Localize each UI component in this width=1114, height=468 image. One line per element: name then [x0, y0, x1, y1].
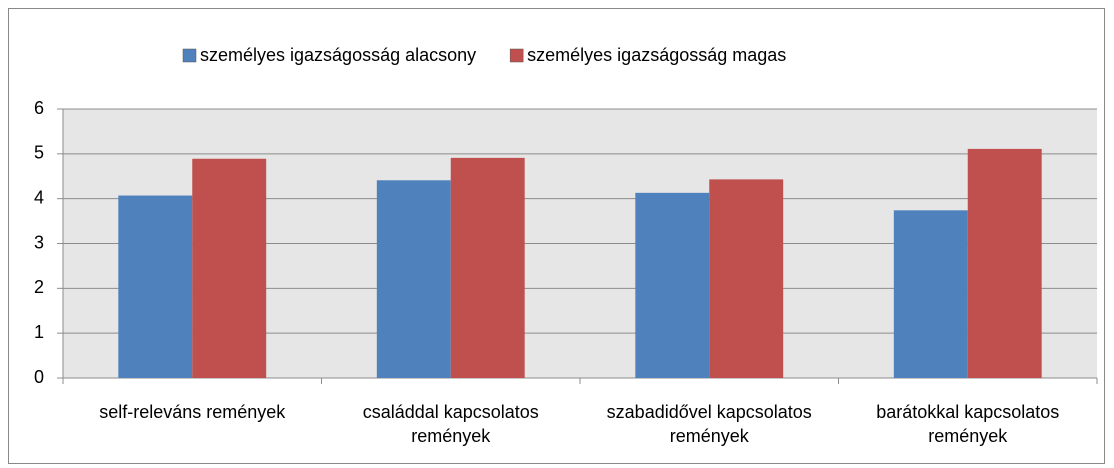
legend-label: személyes igazságosság alacsony [200, 45, 476, 65]
y-tick-label: 1 [34, 322, 44, 342]
bar [118, 195, 193, 378]
x-tick-label: családdal kapcsolatos remények [362, 402, 539, 446]
legend-swatch [182, 48, 197, 63]
bar [709, 179, 784, 378]
bar [376, 180, 451, 378]
y-tick-label: 4 [34, 187, 44, 207]
bar [450, 157, 525, 378]
y-tick-label: 6 [34, 98, 44, 118]
x-tick-label: szabadidővel kapcsolatos remények [606, 402, 812, 446]
x-tick-label: self-releváns remények [99, 402, 286, 422]
bar [635, 192, 710, 378]
legend-swatch [509, 48, 524, 63]
y-tick-label: 5 [34, 143, 44, 163]
y-tick-label: 0 [34, 367, 44, 387]
bar [967, 148, 1042, 378]
y-tick-label: 3 [34, 232, 44, 252]
bar [192, 158, 267, 378]
y-tick-label: 2 [34, 277, 44, 297]
x-tick-label: barátokkal kapcsolatos remények [876, 402, 1060, 446]
bar [893, 210, 968, 378]
legend-label: személyes igazságosság magas [527, 45, 786, 65]
